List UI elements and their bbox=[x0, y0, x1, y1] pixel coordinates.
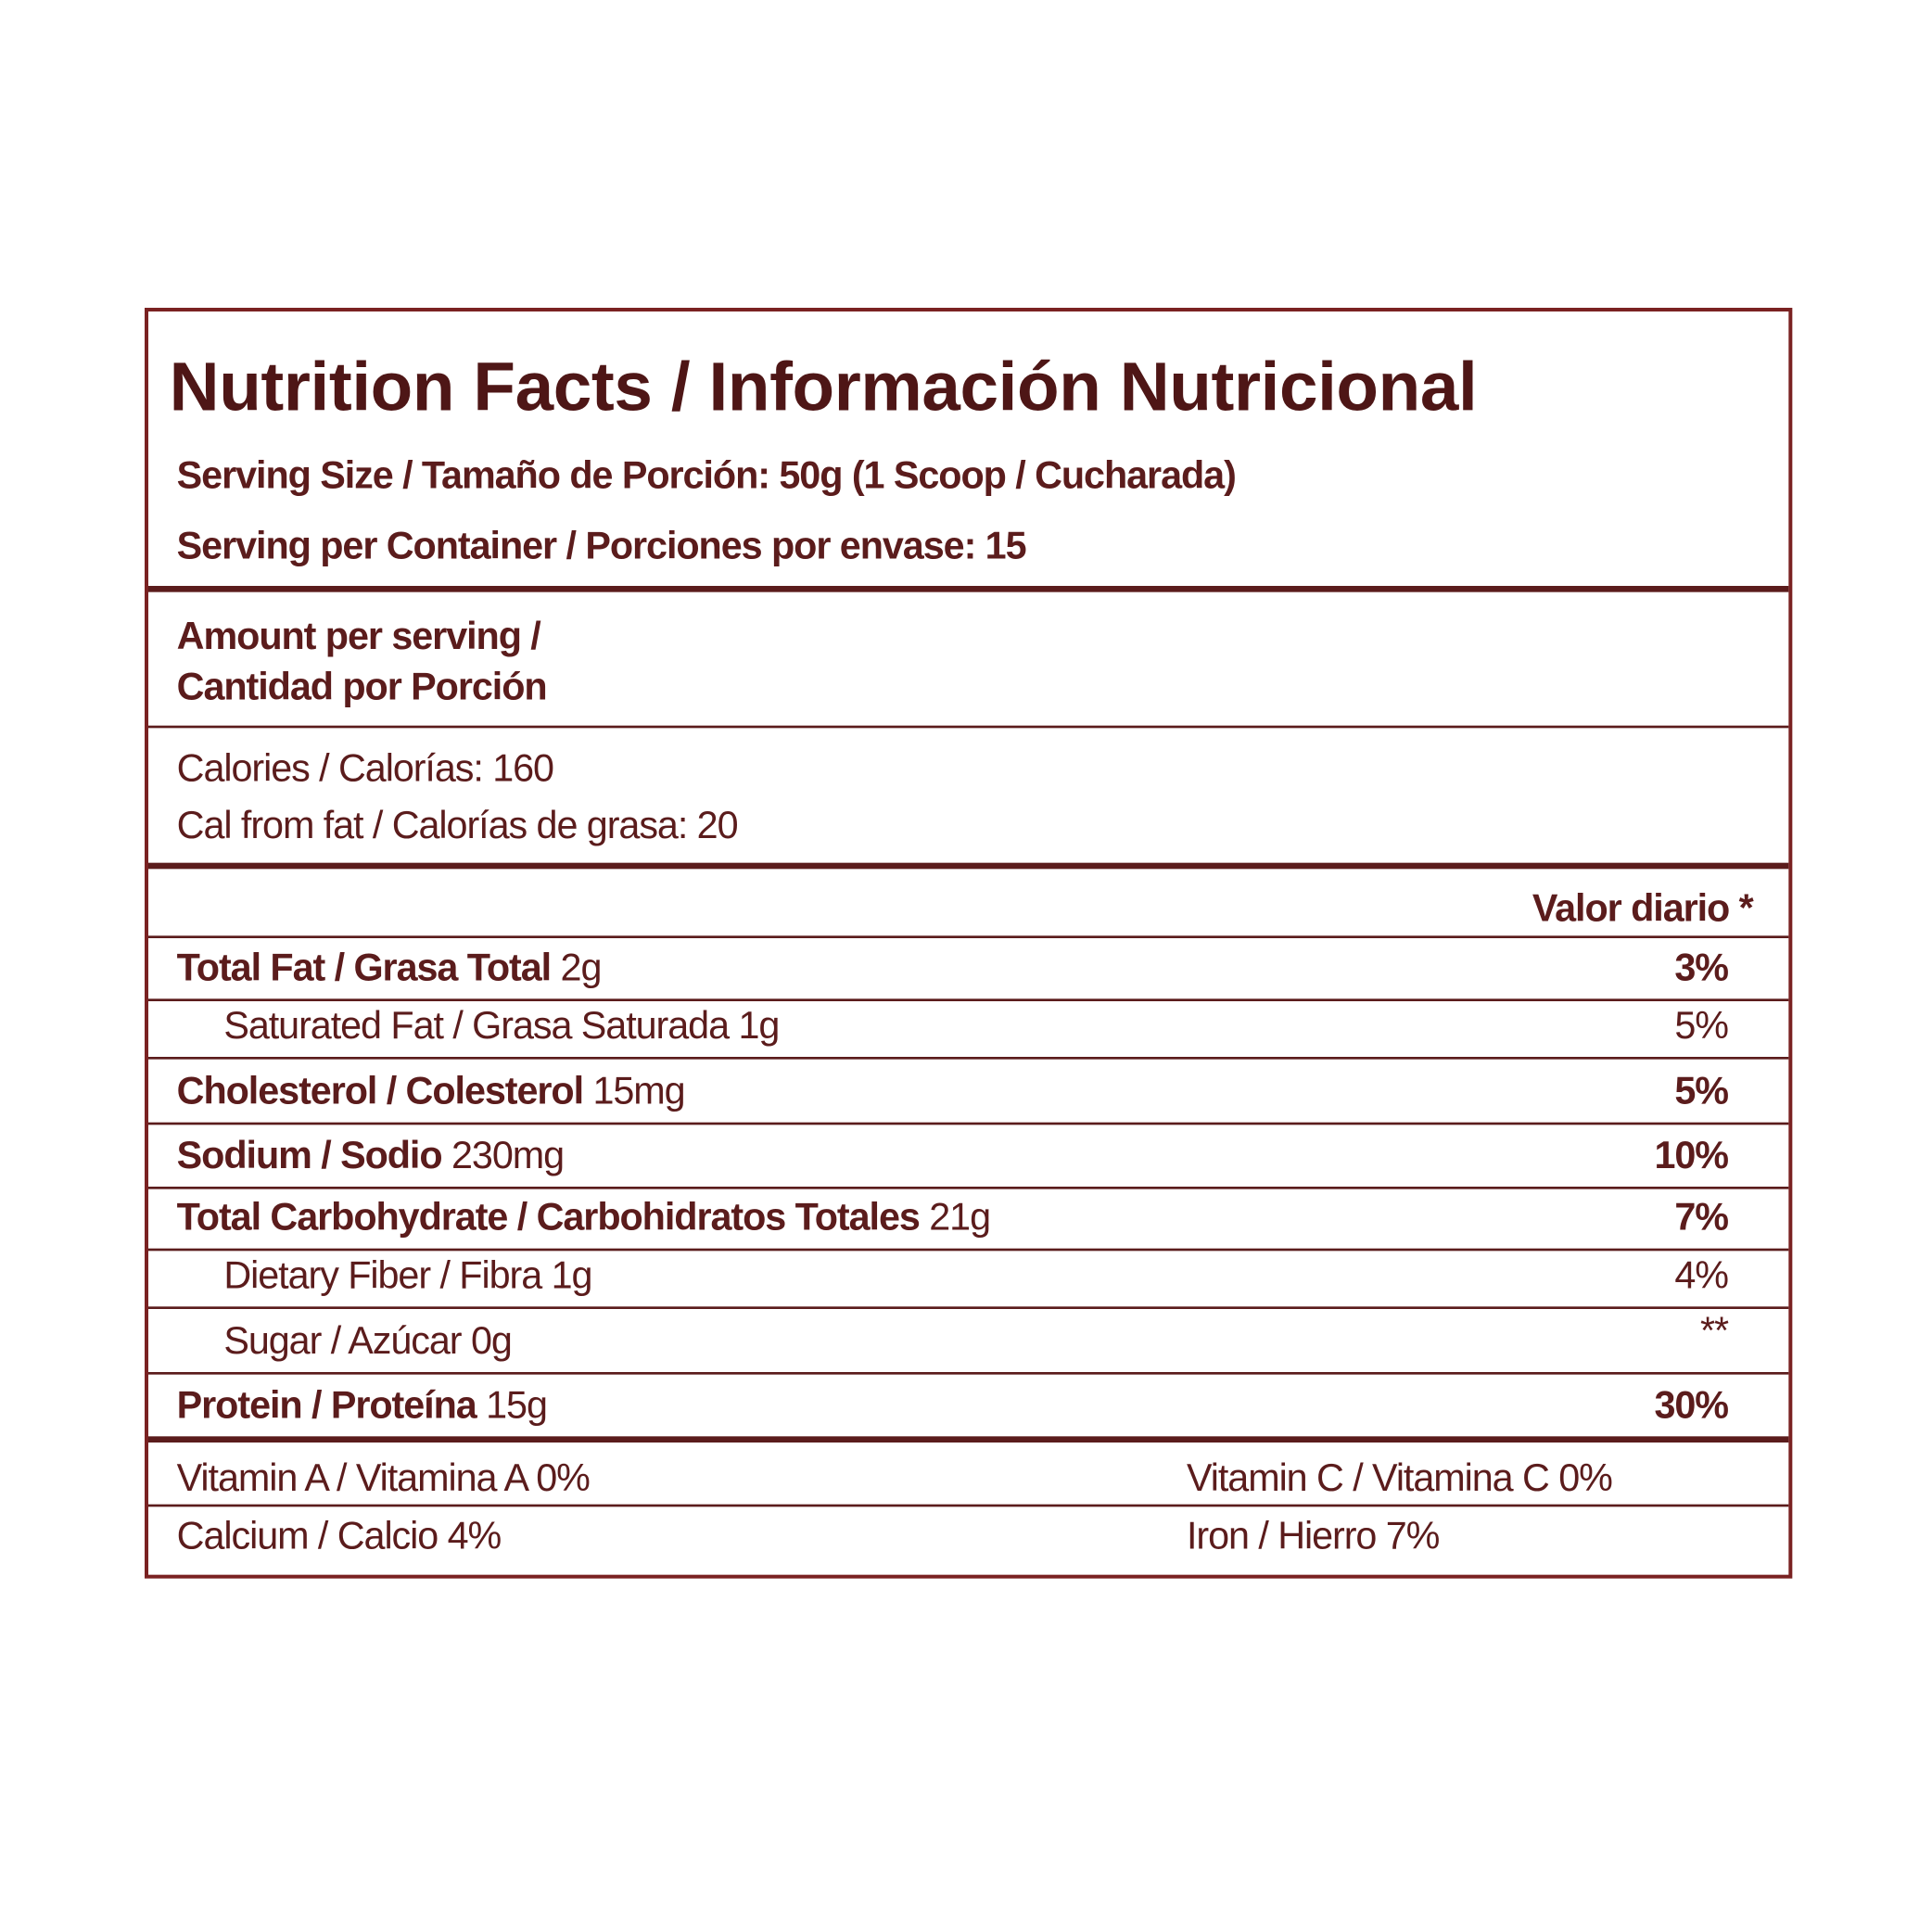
rule bbox=[147, 1248, 1789, 1252]
nutrient-name: Sugar / Azúcar bbox=[223, 1318, 462, 1363]
thick-rule bbox=[147, 1436, 1789, 1443]
daily-value: 4% bbox=[1674, 1252, 1729, 1297]
rule bbox=[147, 1122, 1789, 1125]
calories-from-fat: Cal from fat / Calorías de grasa: 20 bbox=[176, 803, 739, 847]
label-border bbox=[144, 307, 1793, 1579]
vitamin: Iron / Hierro 7% bbox=[1186, 1514, 1440, 1557]
nutrient-name: Sodium / Sodio bbox=[176, 1133, 443, 1177]
nutrient-row: Saturated Fat / Grasa Saturada 1g bbox=[223, 1001, 780, 1050]
nutrient-name: Cholesterol / Colesterol bbox=[176, 1069, 584, 1112]
nutrient-amount: 230mg bbox=[451, 1133, 565, 1177]
title: Nutrition Facts / Información Nutriciona… bbox=[169, 347, 1478, 426]
nutrient-name: Total Carbohydrate / Carbohidratos Total… bbox=[176, 1195, 921, 1239]
rule bbox=[147, 935, 1789, 938]
nutrient-row: Sugar / Azúcar 0g bbox=[223, 1316, 513, 1366]
nutrient-amount: 2g bbox=[560, 945, 603, 989]
daily-value-header: Valor diario * bbox=[1532, 885, 1754, 930]
nutrient-name: Total Fat / Grasa Total bbox=[176, 945, 552, 989]
rule bbox=[147, 1306, 1789, 1309]
vitamin: Vitamin C / Vitamina C 0% bbox=[1186, 1455, 1613, 1500]
nutrient-row: Protein / Proteína 15g bbox=[176, 1380, 548, 1430]
nutrient-amount: 15mg bbox=[592, 1069, 685, 1112]
rule bbox=[147, 1504, 1789, 1507]
rule bbox=[147, 998, 1789, 1001]
daily-value: 10% bbox=[1654, 1133, 1729, 1177]
thick-rule bbox=[147, 862, 1789, 870]
nutrient-amount: 0g bbox=[470, 1318, 513, 1363]
nutrient-row: Dietary Fiber / Fibra 1g bbox=[223, 1251, 593, 1300]
nutrient-row: Sodium / Sodio 230mg bbox=[176, 1131, 565, 1180]
rule bbox=[147, 725, 1789, 729]
rule bbox=[147, 1056, 1789, 1060]
serving-size: Serving Size / Tamaño de Porción: 50g (1… bbox=[176, 453, 1237, 497]
rule bbox=[147, 1371, 1789, 1375]
daily-value: 7% bbox=[1674, 1195, 1729, 1239]
daily-value: 5% bbox=[1674, 1069, 1729, 1112]
nutrient-row: Total Fat / Grasa Total 2g bbox=[176, 943, 603, 992]
servings-per-container: Serving per Container / Porciones por en… bbox=[176, 524, 1027, 567]
amount-header: Cantidad por Porción bbox=[176, 665, 548, 708]
nutrient-row: Total Carbohydrate / Carbohidratos Total… bbox=[176, 1193, 991, 1242]
nutrient-amount: 15g bbox=[486, 1382, 548, 1427]
daily-value: 3% bbox=[1674, 945, 1729, 989]
nutrient-name: Saturated Fat / Grasa Saturada bbox=[223, 1003, 730, 1048]
daily-value: ** bbox=[1699, 1308, 1729, 1353]
daily-value: 5% bbox=[1674, 1003, 1729, 1048]
thick-rule bbox=[147, 585, 1789, 592]
nutrient-name: Dietary Fiber / Fibra bbox=[223, 1252, 542, 1297]
nutrient-name: Protein / Proteína bbox=[176, 1382, 477, 1427]
nutrient-amount: 1g bbox=[738, 1003, 780, 1048]
rule bbox=[147, 1186, 1789, 1189]
nutrient-amount: 21g bbox=[929, 1195, 991, 1239]
vitamin: Calcium / Calcio 4% bbox=[176, 1514, 502, 1557]
calories: Calories / Calorías: 160 bbox=[176, 746, 554, 790]
nutrient-row: Cholesterol / Colesterol 15mg bbox=[176, 1067, 686, 1116]
amount-header: Amount per serving / bbox=[176, 614, 541, 658]
nutrient-amount: 1g bbox=[551, 1252, 593, 1297]
daily-value: 30% bbox=[1654, 1382, 1729, 1427]
vitamin: Vitamin A / Vitamina A 0% bbox=[176, 1455, 591, 1500]
